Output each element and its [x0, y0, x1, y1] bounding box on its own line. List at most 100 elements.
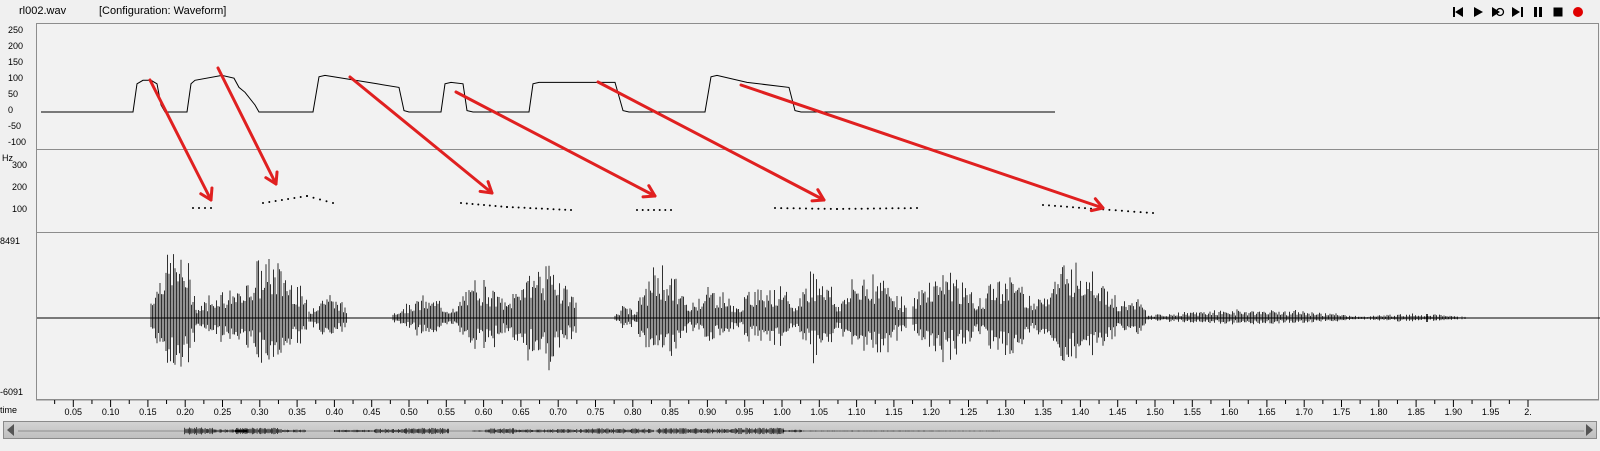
- skip-to-start-icon: [1453, 6, 1463, 17]
- time-tick-label: 1.00: [773, 407, 791, 417]
- pitch-y-tick-label: 100: [12, 204, 28, 214]
- pitch-point: [546, 207, 549, 210]
- pitch-point: [535, 207, 538, 210]
- time-tick-label: 1.80: [1370, 407, 1388, 417]
- scroll-left-icon[interactable]: [7, 424, 14, 436]
- pitch-panel[interactable]: [36, 149, 1599, 233]
- file-name: rl002.wav: [19, 5, 67, 17]
- overview-scrollbar[interactable]: [3, 421, 1597, 439]
- formant-contour-line: [41, 74, 1055, 113]
- time-tick-label: 0.50: [400, 407, 418, 417]
- pitch-point: [792, 207, 795, 210]
- pitch-point: [916, 207, 918, 209]
- scroll-right-icon[interactable]: [1586, 424, 1593, 436]
- time-tick-label: 1.55: [1183, 407, 1202, 417]
- pitch-point: [483, 204, 485, 206]
- pitch-point: [325, 200, 328, 203]
- pitch-point: [319, 198, 321, 201]
- pitch-point: [1152, 212, 1154, 214]
- transport-controls: [1450, 3, 1586, 20]
- loop-play-icon: [1492, 6, 1505, 17]
- pitch-chart: [192, 195, 1154, 214]
- pitch-y-tick-label: 300: [12, 160, 28, 170]
- pitch-unit-label: Hz: [2, 153, 13, 163]
- configuration-label: [Configuration: Waveform]: [99, 5, 227, 17]
- pitch-point: [1127, 210, 1130, 213]
- time-tick-label: 1.85: [1407, 407, 1425, 417]
- time-tick-label: 0.30: [251, 407, 269, 417]
- stop-button[interactable]: [1550, 3, 1566, 20]
- pitch-point: [540, 207, 543, 210]
- formant-panel[interactable]: [36, 23, 1599, 150]
- time-tick-label: 1.10: [847, 407, 866, 417]
- wave-y-min-label: -6091: [0, 387, 24, 397]
- skip-to-start-button[interactable]: [1450, 3, 1466, 20]
- pitch-point: [823, 207, 826, 210]
- wave-y-max-label: 8491: [0, 236, 21, 246]
- formant-y-tick-label: 150: [8, 57, 24, 67]
- pitch-point: [1042, 204, 1044, 206]
- pitch-point: [570, 209, 572, 211]
- play-button[interactable]: [1470, 3, 1486, 20]
- pitch-point: [204, 207, 206, 209]
- time-tick-label: 1.35: [1034, 407, 1052, 417]
- time-tick-label: 1.45: [1108, 407, 1127, 417]
- pitch-point: [1084, 207, 1086, 210]
- formant-y-tick-label: 50: [8, 89, 19, 99]
- pitch-point: [1120, 209, 1123, 212]
- pitch-point: [854, 207, 857, 210]
- time-tick-label: 0.65: [512, 407, 530, 417]
- pitch-point: [210, 207, 212, 209]
- pitch-point: [511, 206, 514, 209]
- pitch-point: [1133, 210, 1136, 213]
- time-tick-label: 0.25: [213, 407, 232, 417]
- pitch-point: [299, 196, 302, 198]
- time-tick-label: 0.20: [176, 407, 194, 417]
- record-button[interactable]: [1570, 3, 1586, 20]
- pitch-point: [192, 207, 194, 209]
- pitch-point: [842, 207, 845, 210]
- pitch-point: [506, 206, 508, 208]
- pitch-point: [564, 208, 567, 211]
- pitch-point: [866, 207, 869, 210]
- pitch-point: [817, 207, 820, 210]
- pitch-point: [198, 207, 200, 209]
- time-tick-label: 1.70: [1295, 407, 1313, 417]
- pitch-point: [306, 195, 308, 197]
- pitch-point: [477, 203, 480, 206]
- time-tick-label: 1.25: [959, 407, 978, 417]
- time-tick-label: 1.15: [885, 407, 903, 417]
- pitch-point: [774, 207, 776, 209]
- pitch-point: [1048, 204, 1050, 207]
- time-axis-label: time: [0, 405, 18, 415]
- time-tick-label: 0.35: [288, 407, 306, 417]
- pause-icon: [1534, 6, 1542, 17]
- pause-button[interactable]: [1530, 3, 1546, 20]
- overview-trace: [184, 427, 1000, 435]
- pitch-point: [879, 207, 882, 210]
- time-axis: time 0.05 0.10 0.15 0.20 0.25 0.30 0.35 0.40 0.4…: [0, 399, 1600, 419]
- formant-y-tick-label: 100: [8, 73, 24, 83]
- pitch-point: [312, 196, 315, 199]
- pitch-point: [523, 206, 526, 209]
- pitch-point: [786, 207, 789, 210]
- time-tick-label: 0.85: [661, 407, 679, 417]
- pitch-point: [664, 209, 667, 211]
- pitch-point: [811, 207, 814, 210]
- play-selection-button[interactable]: [1510, 3, 1526, 20]
- pitch-point: [268, 201, 271, 203]
- record-icon: [1573, 6, 1583, 17]
- formant-y-tick-label: 0: [8, 105, 14, 115]
- time-tick-label: 1.60: [1220, 407, 1239, 417]
- waveform-panel[interactable]: [36, 232, 1600, 400]
- pitch-point: [460, 202, 462, 204]
- time-tick-label: 0.15: [139, 407, 157, 417]
- loop-play-button[interactable]: [1490, 3, 1506, 20]
- pitch-point: [641, 209, 644, 211]
- time-tick-label: 0.45: [362, 407, 381, 417]
- time-tick-label: 0.05: [64, 407, 83, 417]
- pitch-point: [1066, 205, 1068, 208]
- time-tick-label: 1.95: [1481, 407, 1500, 417]
- time-tick-label: 1.30: [997, 407, 1015, 417]
